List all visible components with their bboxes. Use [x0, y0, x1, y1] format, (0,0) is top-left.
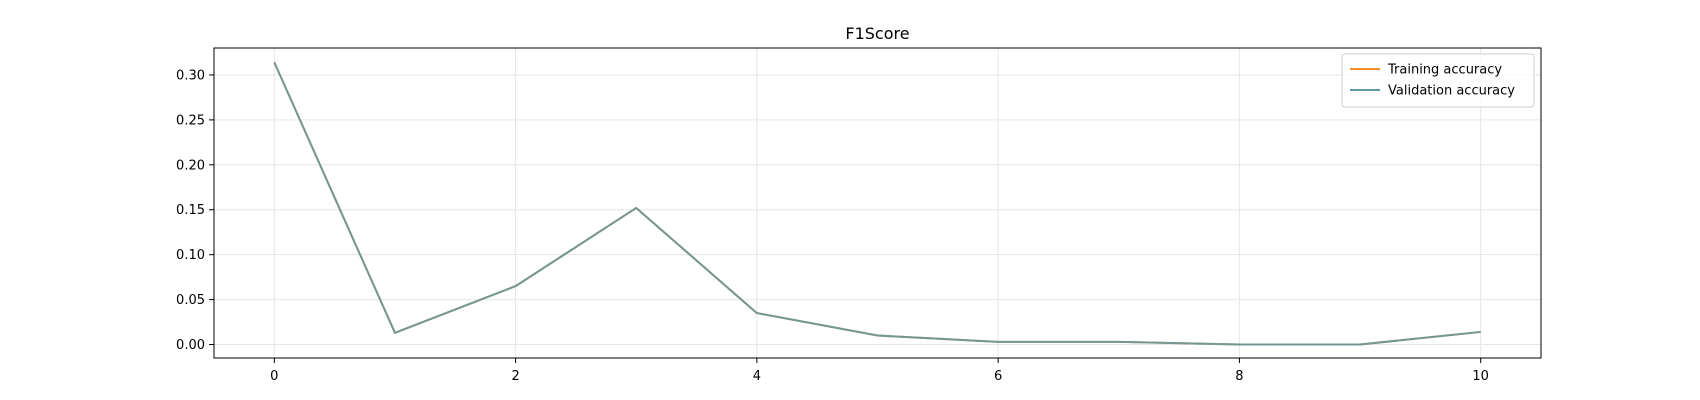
x-tick-label: 10	[1472, 369, 1489, 384]
series-layer	[273, 61, 1481, 346]
x-tick-label: 6	[994, 369, 1002, 384]
y-tick-label: 0.00	[176, 338, 205, 353]
x-axis: 0 2 4 6 8 10	[270, 358, 1489, 384]
legend-label: Validation accuracy	[1388, 84, 1515, 99]
x-tick-label: 8	[1235, 369, 1243, 384]
chart-title: F1Score	[845, 24, 909, 43]
legend-label: Training accuracy	[1387, 63, 1502, 78]
legend-box	[1341, 53, 1535, 108]
y-tick-label: 0.05	[176, 293, 205, 308]
x-tick-label: 0	[270, 369, 278, 384]
plot-frame	[213, 47, 1542, 359]
y-tick-label: 0.10	[176, 248, 205, 263]
legend: Training accuracy Validation accuracy	[1341, 53, 1535, 108]
y-tick-label: 0.20	[176, 158, 205, 173]
series-line-training	[273, 61, 1481, 346]
y-tick-label: 0.30	[176, 68, 205, 83]
x-tick-label: 2	[511, 369, 519, 384]
y-tick-label: 0.15	[176, 203, 205, 218]
y-tick-label: 0.25	[176, 113, 205, 128]
series-line-validation	[273, 61, 1481, 346]
x-tick-label: 4	[753, 369, 761, 384]
y-axis: 0.00 0.05 0.10 0.15 0.20 0.25 0.30	[176, 68, 214, 353]
